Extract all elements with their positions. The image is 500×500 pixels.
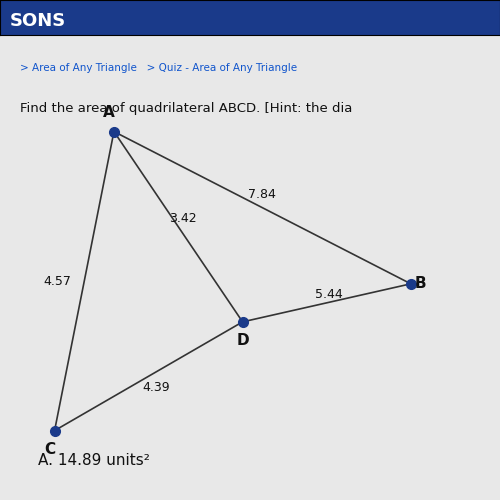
Text: A: A bbox=[103, 105, 115, 120]
Text: 5.44: 5.44 bbox=[316, 288, 343, 301]
Text: 4.57: 4.57 bbox=[43, 274, 71, 287]
Text: 3.42: 3.42 bbox=[170, 212, 197, 225]
Text: > Area of Any Triangle   > Quiz - Area of Any Triangle: > Area of Any Triangle > Quiz - Area of … bbox=[20, 63, 297, 73]
Text: Find the area of quadrilateral ABCD. [Hint: the dia: Find the area of quadrilateral ABCD. [Hi… bbox=[20, 102, 352, 115]
Text: SONS: SONS bbox=[10, 12, 66, 30]
Text: D: D bbox=[236, 334, 249, 348]
Text: B: B bbox=[415, 276, 426, 291]
Text: C: C bbox=[44, 442, 55, 457]
Text: 4.39: 4.39 bbox=[142, 380, 170, 394]
Text: A. 14.89 units²: A. 14.89 units² bbox=[38, 452, 150, 468]
Text: 7.84: 7.84 bbox=[248, 188, 276, 200]
